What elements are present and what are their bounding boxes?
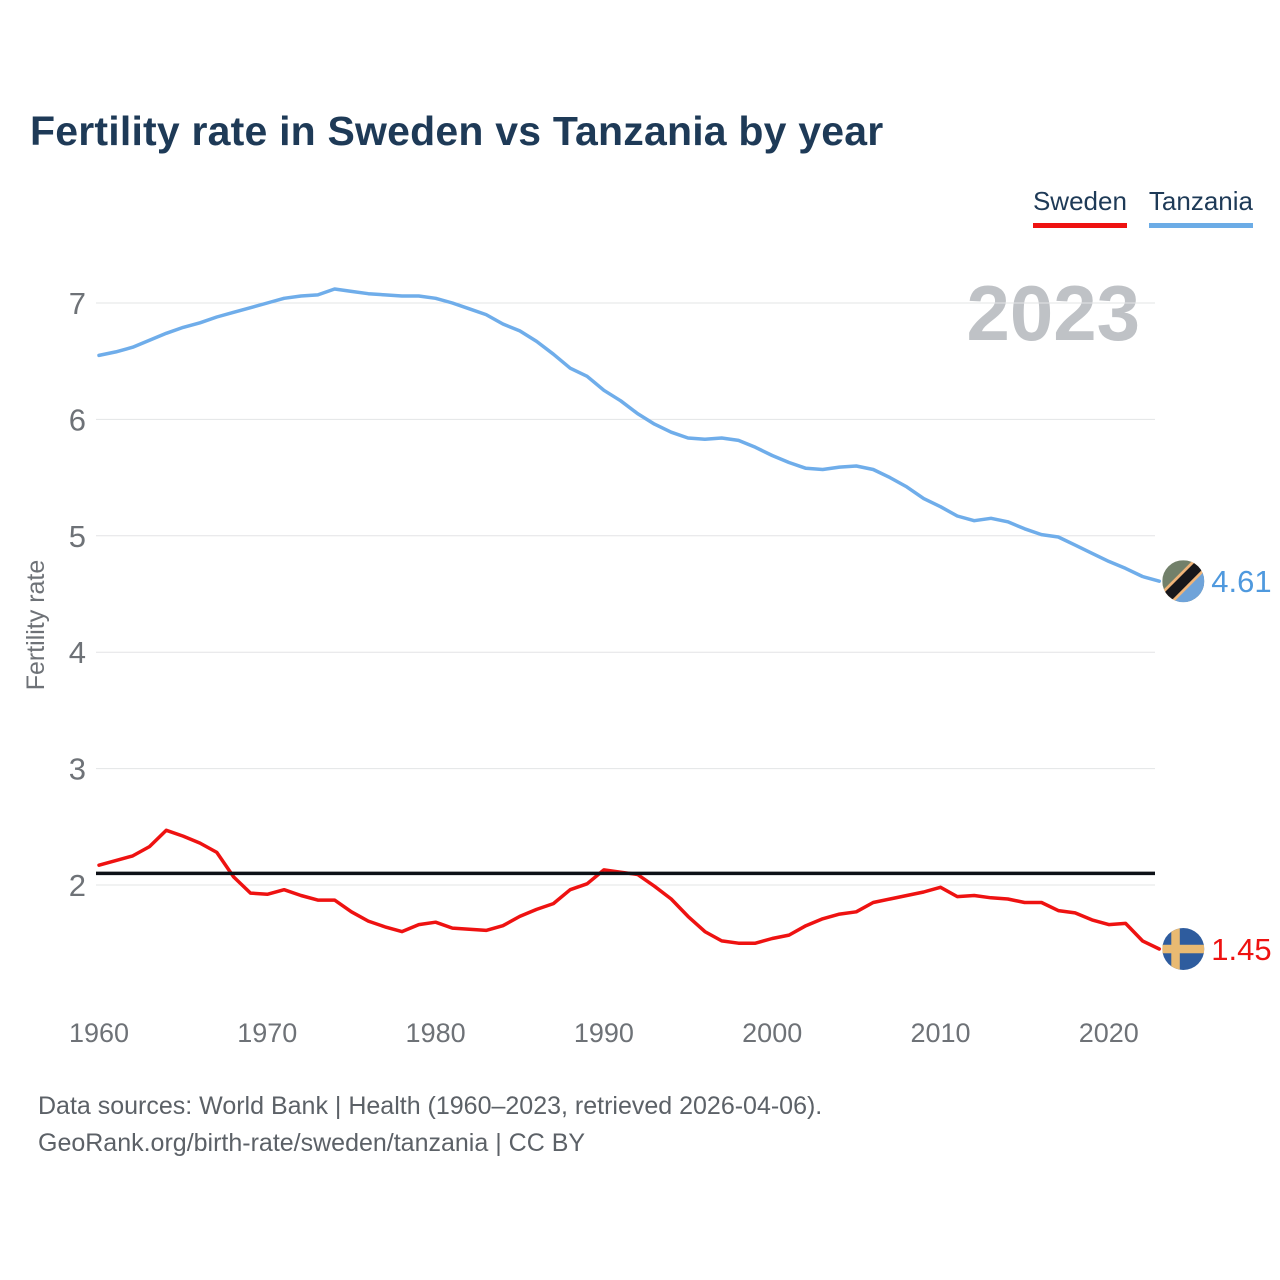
x-tick-label: 1970	[237, 1018, 297, 1048]
y-axis-title: Fertility rate	[22, 560, 50, 691]
source-line-2: GeoRank.org/birth-rate/sweden/tanzania |…	[38, 1129, 586, 1157]
y-tick-label: 6	[69, 402, 86, 437]
y-tick-label: 2	[69, 868, 86, 903]
y-tick-label: 3	[69, 752, 86, 787]
legend-label-tanzania: Tanzania	[1148, 186, 1253, 216]
tanzania-line	[97, 287, 1162, 583]
x-tick-label: 2020	[1079, 1018, 1139, 1048]
tanzania-flag-icon	[1162, 560, 1205, 603]
sweden-line	[97, 828, 1162, 951]
legend-swatch-tanzania	[1148, 223, 1253, 228]
x-tick-label: 1960	[69, 1018, 129, 1048]
gridlines: 7 6 5 4 3 2	[69, 286, 1155, 903]
y-tick-label: 4	[69, 635, 86, 670]
sweden-end-value: 1.45	[1211, 932, 1271, 967]
page-title: Fertility rate in Sweden vs Tanzania by …	[30, 108, 884, 154]
legend-swatch-sweden	[1032, 223, 1127, 228]
legend-item-sweden[interactable]: Sweden	[1032, 186, 1127, 228]
tanzania-end-value: 4.61	[1211, 564, 1271, 599]
legend-label-sweden: Sweden	[1032, 186, 1127, 216]
watermark-year: 2023	[966, 269, 1140, 357]
source-note: Data sources: World Bank | Health (1960–…	[38, 1088, 822, 1162]
x-tick-label: 1980	[406, 1018, 466, 1048]
legend: Sweden Tanzania	[1032, 186, 1253, 228]
x-tick-label: 2010	[910, 1018, 970, 1048]
sweden-flag-icon	[1162, 928, 1205, 971]
y-tick-label: 7	[69, 286, 86, 321]
x-tick-label: 1990	[574, 1018, 634, 1048]
y-tick-label: 5	[69, 519, 86, 554]
legend-item-tanzania[interactable]: Tanzania	[1148, 186, 1253, 228]
x-tick-label: 2000	[742, 1018, 802, 1048]
source-line-1: Data sources: World Bank | Health (1960–…	[38, 1092, 823, 1120]
